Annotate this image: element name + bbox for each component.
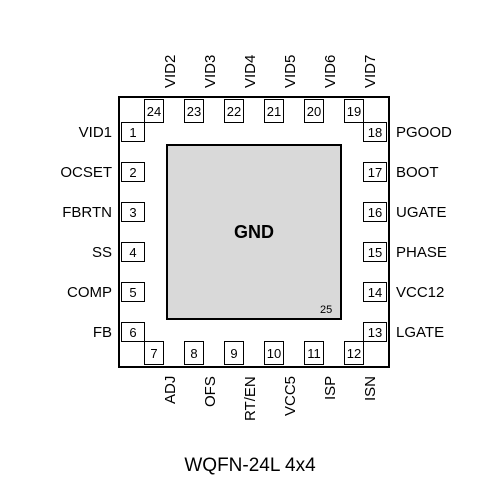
- pin-11: 11: [304, 341, 324, 365]
- pin-15: 15: [363, 242, 387, 262]
- pin-1: 1: [121, 122, 145, 142]
- pin-24: 24: [144, 99, 164, 123]
- pin-9-label: RT/EN: [242, 376, 259, 421]
- pin-9: 9: [224, 341, 244, 365]
- pin-20-label: VID6: [322, 55, 339, 88]
- pin-16: 16: [363, 202, 387, 222]
- pin-13: 13: [363, 322, 387, 342]
- pin-11-label: ISP: [322, 376, 339, 400]
- pin-18: 18: [363, 122, 387, 142]
- pin-2-label: OCSET: [60, 164, 112, 181]
- pin-18-label: PGOOD: [396, 124, 452, 141]
- pin-5: 5: [121, 282, 145, 302]
- pin-21: 21: [264, 99, 284, 123]
- pin-21-label: VID5: [282, 55, 299, 88]
- pin-16-label: UGATE: [396, 204, 447, 221]
- pin-24-label: VID2: [162, 55, 179, 88]
- pin-10-label: VCC5: [282, 376, 299, 416]
- pin-19: 19: [344, 99, 364, 123]
- pin-17-label: BOOT: [396, 164, 439, 181]
- pin-23: 23: [184, 99, 204, 123]
- pin-3-label: FBRTN: [62, 204, 112, 221]
- pin-8-label: OFS: [202, 376, 219, 407]
- pinout-diagram: GND25 1 VID1 2 OCSET 3 FBRTN 4 SS 5 COMP 6 FB 13 LGATE…: [0, 0, 500, 500]
- exposed-pad: GND: [166, 144, 342, 320]
- pin-15-label: PHASE: [396, 244, 447, 261]
- pin-4-label: SS: [92, 244, 112, 261]
- pin-12: 12: [344, 341, 364, 365]
- pin-17: 17: [363, 162, 387, 182]
- pin-8: 8: [184, 341, 204, 365]
- pin-6-label: FB: [93, 324, 112, 341]
- pad-number: 25: [320, 304, 332, 316]
- pin-2: 2: [121, 162, 145, 182]
- pin-19-label: VID7: [362, 55, 379, 88]
- pin-7-label: ADJ: [162, 376, 179, 404]
- pin-3: 3: [121, 202, 145, 222]
- pin-20: 20: [304, 99, 324, 123]
- pin-22: 22: [224, 99, 244, 123]
- pin-14-label: VCC12: [396, 284, 444, 301]
- pin-12-label: ISN: [362, 376, 379, 401]
- pin-1-label: VID1: [79, 124, 112, 141]
- pin-7: 7: [144, 341, 164, 365]
- pin-13-label: LGATE: [396, 324, 444, 341]
- pin-22-label: VID4: [242, 55, 259, 88]
- package-caption: WQFN-24L 4x4: [0, 455, 500, 477]
- pin-4: 4: [121, 242, 145, 262]
- pin-5-label: COMP: [67, 284, 112, 301]
- pin-23-label: VID3: [202, 55, 219, 88]
- pin-10: 10: [264, 341, 284, 365]
- pin-6: 6: [121, 322, 145, 342]
- pin-14: 14: [363, 282, 387, 302]
